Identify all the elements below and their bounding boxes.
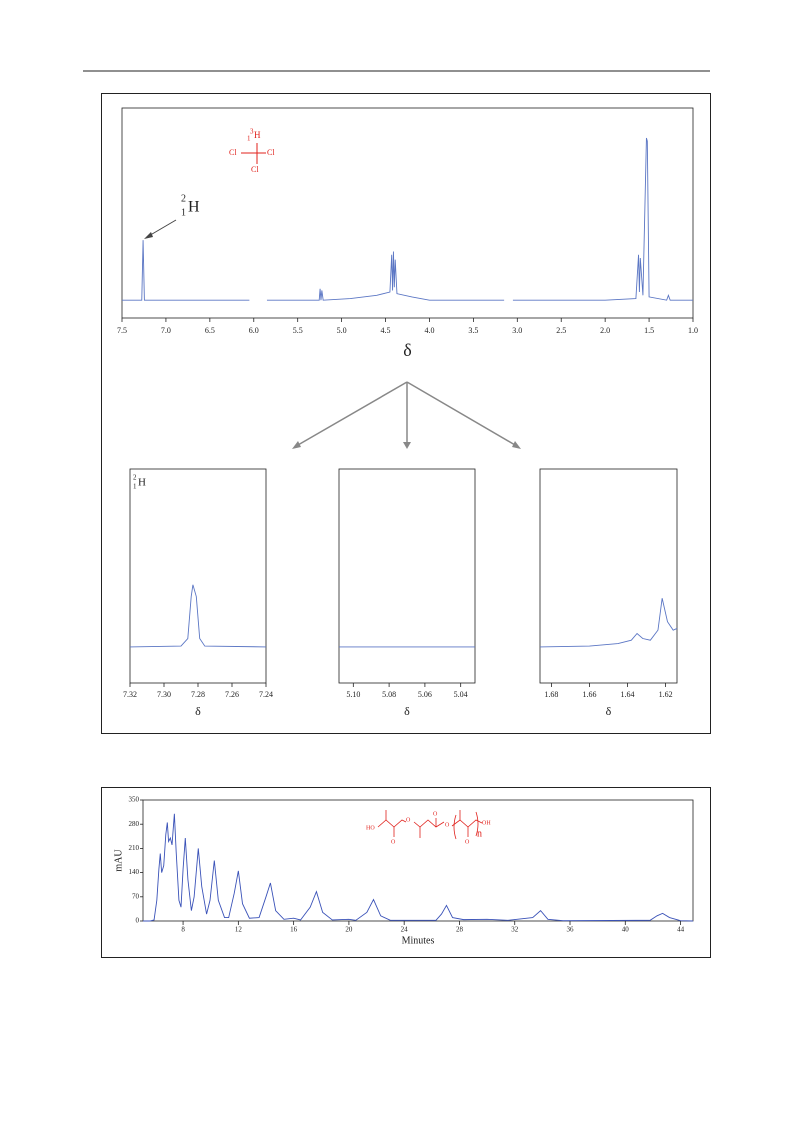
arrow-head [403, 442, 411, 449]
isotope-mass: 2 [133, 474, 137, 482]
figure-frame [101, 787, 711, 958]
arrow [406, 381, 516, 446]
plot-frame [129, 468, 267, 684]
arrow-head [292, 441, 301, 449]
y-tick-label: 70 [132, 892, 140, 900]
y-axis-label: mAU [113, 849, 124, 872]
atom: O [391, 839, 396, 845]
bond [377, 819, 407, 828]
x-tick-label: 5.08 [382, 690, 396, 699]
x-tick-label: 1.5 [644, 326, 654, 335]
isotope-mass: 2 [181, 193, 186, 204]
atom: Cl [267, 148, 275, 157]
x-tick-label: 20 [345, 926, 353, 934]
bracket [453, 814, 457, 840]
atom: O [445, 822, 450, 828]
x-tick-label: 5.10 [346, 690, 360, 699]
x-tick-label: 4.5 [381, 326, 391, 335]
x-tick-label: 16 [290, 926, 298, 934]
atom: O [433, 811, 438, 817]
atom: Cl [229, 148, 237, 157]
isotope-number: 1 [181, 207, 186, 218]
y-tick-label: 0 [136, 917, 140, 925]
x-tick-label: 1.0 [688, 326, 698, 335]
x-tick-label: 7.30 [157, 690, 171, 699]
y-tick-label: 140 [129, 868, 140, 876]
spectrum-line [539, 598, 678, 648]
x-tick-label: 7.26 [225, 690, 239, 699]
x-tick-label: 40 [622, 926, 630, 934]
x-axis-label: δ [403, 340, 411, 360]
x-tick-label: 1.68 [544, 690, 558, 699]
atom: O [406, 817, 411, 823]
x-tick-label: 7.28 [191, 690, 205, 699]
x-axis-label: δ [404, 704, 410, 718]
x-tick-label: 2.5 [556, 326, 566, 335]
x-tick-label: 5.06 [418, 690, 432, 699]
x-tick-label: 7.32 [123, 690, 137, 699]
figure-frame [101, 93, 711, 734]
isotope-symbol: H [138, 477, 146, 489]
y-tick-label: 210 [129, 844, 140, 852]
isotope-number: 1 [247, 135, 251, 143]
x-tick-label: 24 [401, 926, 409, 934]
x-tick-label: 7.24 [259, 690, 273, 699]
x-tick-label: 5.04 [454, 690, 468, 699]
bracket [475, 811, 479, 837]
arrow-head [512, 441, 521, 449]
x-tick-label: 28 [456, 926, 464, 934]
plot-frame [539, 468, 678, 684]
bond [413, 819, 445, 828]
x-axis-label: δ [195, 704, 201, 718]
x-tick-label: 6.0 [249, 326, 259, 335]
atom: OH [482, 820, 491, 826]
plot-frame [338, 468, 476, 684]
repeat-index: n [477, 828, 482, 839]
x-tick-label: 4.0 [424, 326, 434, 335]
plot-frame [121, 107, 694, 319]
atom: O [465, 839, 470, 845]
x-tick-label: 1.62 [659, 690, 673, 699]
isotope-mass: 3 [250, 128, 254, 136]
x-tick-label: 44 [677, 926, 685, 934]
x-tick-label: 3.5 [468, 326, 478, 335]
x-tick-label: 1.64 [621, 690, 635, 699]
atom: Cl [251, 165, 259, 174]
x-tick-label: 12 [235, 926, 243, 934]
x-tick-label: 1.66 [582, 690, 596, 699]
x-tick-label: 8 [181, 926, 185, 934]
x-tick-label: 5.0 [337, 326, 347, 335]
arrow [297, 381, 408, 446]
x-tick-label: 5.5 [293, 326, 303, 335]
y-tick-label: 280 [129, 820, 140, 828]
x-axis-label: Minutes [402, 935, 435, 946]
spectrum-line [143, 813, 694, 922]
atom: HO [366, 825, 375, 831]
spectrum-line [122, 137, 693, 301]
molecule: 1 3 H Cl Cl Cl [229, 128, 275, 174]
x-tick-label: 3.0 [512, 326, 522, 335]
isotope-number: 1 [133, 483, 137, 491]
x-tick-label: 6.5 [205, 326, 215, 335]
zoom-arrows [297, 381, 516, 446]
x-axis-label: δ [606, 704, 612, 718]
x-tick-label: 32 [511, 926, 519, 934]
y-tick-label: 350 [129, 796, 140, 804]
x-tick-label: 7.0 [161, 326, 171, 335]
spectrum-line [129, 584, 267, 648]
atom: H [254, 130, 261, 140]
arrow-head [144, 232, 153, 239]
molecule: HO O O O O O OH n [366, 810, 491, 845]
x-tick-label: 7.5 [117, 326, 127, 335]
isotope-symbol: H [188, 199, 200, 216]
x-tick-label: 36 [567, 926, 575, 934]
x-tick-label: 2.0 [600, 326, 610, 335]
plot-frame [142, 799, 694, 922]
